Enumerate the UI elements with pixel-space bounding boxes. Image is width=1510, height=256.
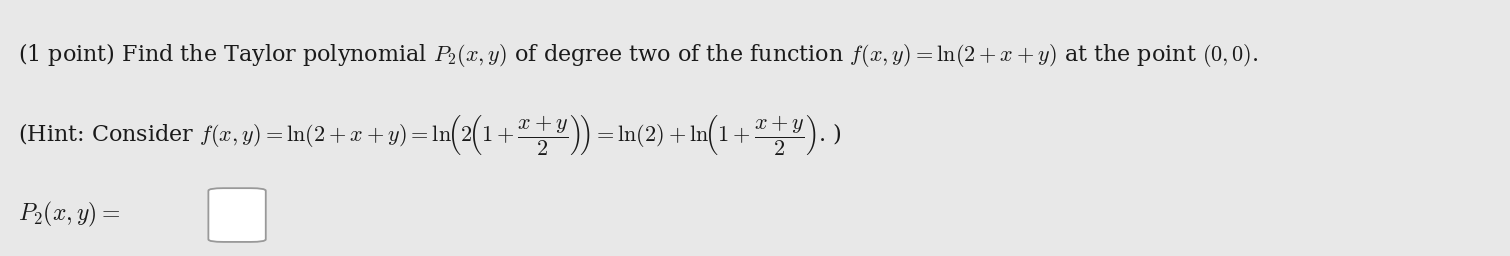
Text: $P_2(x, y) = $: $P_2(x, y) = $ <box>18 200 121 229</box>
Text: (Hint: Consider $f(x, y) = \mathrm{ln}(2 + x + y) = \mathrm{ln}\!\left(2\!\left(: (Hint: Consider $f(x, y) = \mathrm{ln}(2… <box>18 113 843 157</box>
Text: (1 point) Find the Taylor polynomial $P_2(x, y)$ of degree two of the function $: (1 point) Find the Taylor polynomial $P_… <box>18 41 1259 69</box>
FancyBboxPatch shape <box>208 188 266 242</box>
